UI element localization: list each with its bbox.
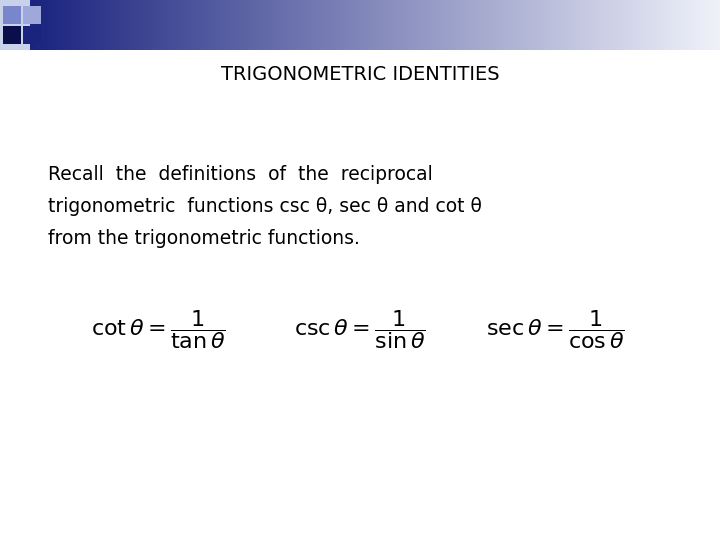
Text: trigonometric  functions csc θ, sec θ and cot θ: trigonometric functions csc θ, sec θ and… — [48, 197, 482, 216]
Text: $\cot\theta = \dfrac{1}{\tan\theta}$: $\cot\theta = \dfrac{1}{\tan\theta}$ — [91, 308, 225, 352]
Bar — [23, 6, 41, 24]
Bar — [23, 26, 41, 44]
Text: Recall  the  definitions  of  the  reciprocal: Recall the definitions of the reciprocal — [48, 165, 433, 184]
Bar — [3, 26, 21, 44]
Bar — [3, 6, 21, 24]
Text: $\sec\theta = \dfrac{1}{\cos\theta}$: $\sec\theta = \dfrac{1}{\cos\theta}$ — [486, 308, 624, 352]
Text: TRIGONOMETRIC IDENTITIES: TRIGONOMETRIC IDENTITIES — [221, 65, 499, 84]
Text: from the trigonometric functions.: from the trigonometric functions. — [48, 230, 360, 248]
Text: $\csc\theta = \dfrac{1}{\sin\theta}$: $\csc\theta = \dfrac{1}{\sin\theta}$ — [294, 308, 426, 352]
